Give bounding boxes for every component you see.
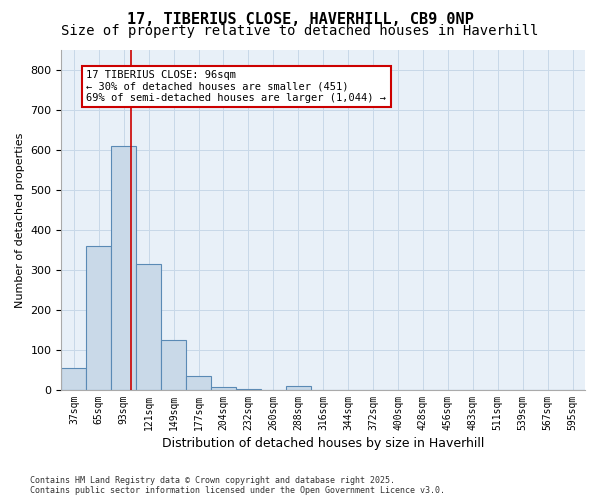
Text: Size of property relative to detached houses in Haverhill: Size of property relative to detached ho… — [61, 24, 539, 38]
X-axis label: Distribution of detached houses by size in Haverhill: Distribution of detached houses by size … — [162, 437, 484, 450]
Bar — [286, 386, 311, 390]
Bar — [236, 389, 261, 390]
Bar — [136, 264, 161, 390]
Bar — [161, 340, 186, 390]
Bar — [186, 376, 211, 390]
Text: Contains HM Land Registry data © Crown copyright and database right 2025.
Contai: Contains HM Land Registry data © Crown c… — [30, 476, 445, 495]
Y-axis label: Number of detached properties: Number of detached properties — [15, 132, 25, 308]
Bar — [211, 386, 236, 390]
Text: 17 TIBERIUS CLOSE: 96sqm
← 30% of detached houses are smaller (451)
69% of semi-: 17 TIBERIUS CLOSE: 96sqm ← 30% of detach… — [86, 70, 386, 103]
Bar — [111, 146, 136, 390]
Text: 17, TIBERIUS CLOSE, HAVERHILL, CB9 0NP: 17, TIBERIUS CLOSE, HAVERHILL, CB9 0NP — [127, 12, 473, 28]
Bar — [86, 246, 111, 390]
Bar — [61, 368, 86, 390]
